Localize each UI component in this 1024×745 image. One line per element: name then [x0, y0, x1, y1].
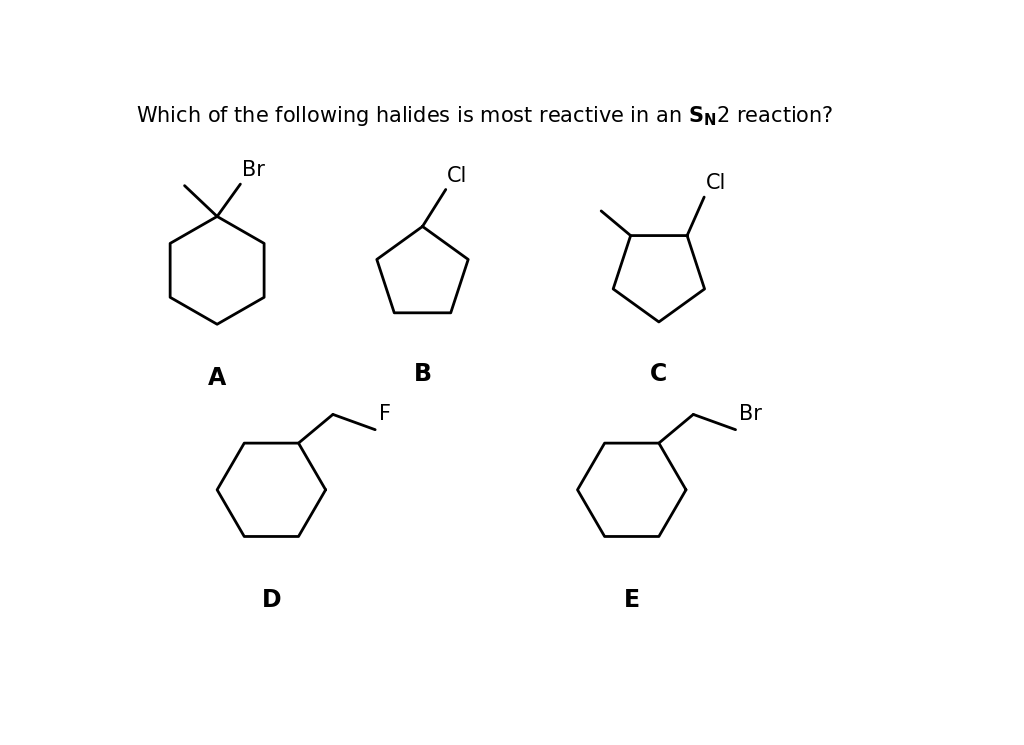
Text: Br: Br — [242, 160, 265, 180]
Text: B: B — [414, 362, 431, 387]
Text: F: F — [379, 405, 391, 425]
Text: Cl: Cl — [706, 174, 726, 193]
Text: E: E — [624, 588, 640, 612]
Text: Which of the following halides is most reactive in an $\mathbf{S}_\mathbf{N}$2 r: Which of the following halides is most r… — [136, 104, 834, 128]
Text: Cl: Cl — [447, 165, 468, 186]
Text: C: C — [650, 362, 668, 387]
Text: D: D — [261, 588, 282, 612]
Text: A: A — [208, 366, 226, 390]
Text: Br: Br — [739, 405, 762, 425]
